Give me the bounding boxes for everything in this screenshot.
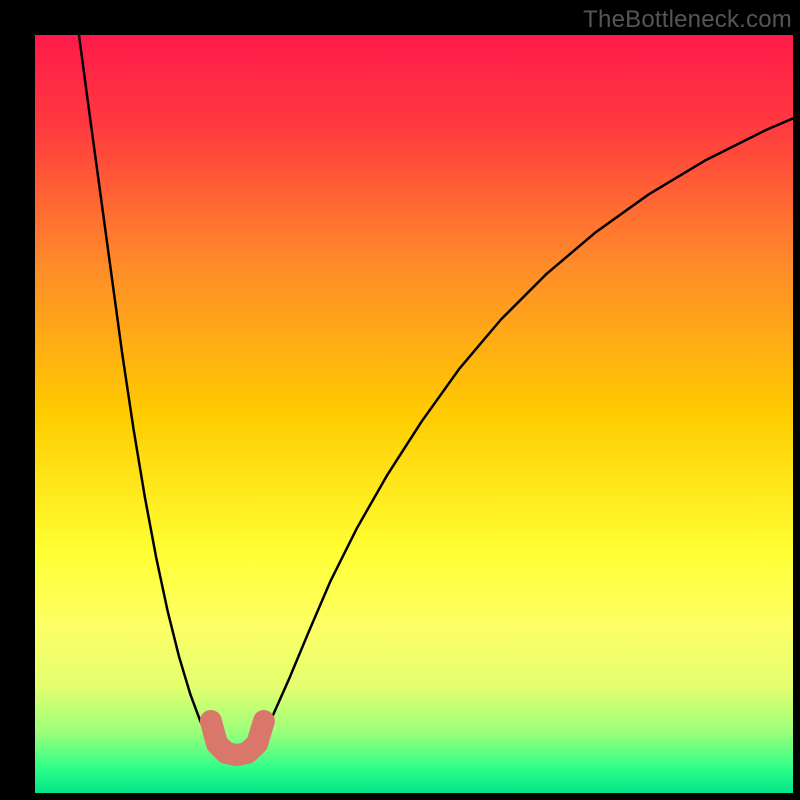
watermark-text: TheBottleneck.com [583, 6, 792, 34]
plot-area [35, 35, 793, 793]
gradient-background [35, 35, 793, 793]
bottleneck-chart [35, 35, 793, 793]
